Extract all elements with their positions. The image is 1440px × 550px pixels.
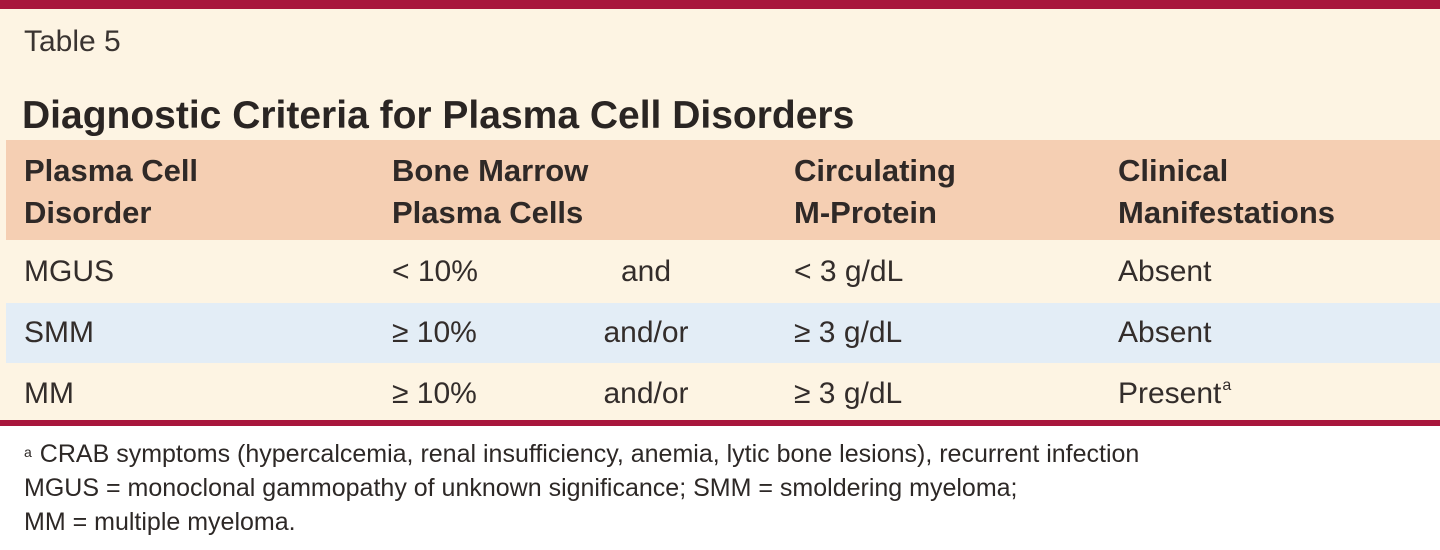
cell-m-protein: < 3 g/dL (794, 255, 904, 288)
top-rule (0, 0, 1440, 9)
column-header-disorder: Plasma Cell Disorder (24, 153, 199, 230)
abbreviations-line-2: MM = multiple myeloma. (24, 508, 296, 536)
table-header-row (6, 140, 1440, 240)
table-row: MM ≥ 10% and/or ≥ 3 g/dL Presenta (6, 364, 1440, 424)
cell-conjunction: and/or (603, 377, 689, 410)
cell-disorder: MM (24, 377, 74, 410)
cell-bone-marrow: ≥ 10% (392, 377, 477, 410)
cell-m-protein: ≥ 3 g/dL (794, 316, 903, 349)
table-footnotes: a CRAB symptoms (hypercalcemia, renal ins… (24, 437, 1434, 539)
column-header-manifestations: Clinical Manifestations (1118, 153, 1336, 230)
cell-conjunction: and (620, 255, 672, 288)
cell-manifestations: Presenta (1118, 377, 1232, 410)
cell-manifestations: Absent (1118, 255, 1212, 288)
cell-conjunction: and/or (603, 316, 689, 349)
bottom-rule (0, 420, 1440, 426)
cell-disorder: MGUS (24, 255, 114, 288)
cell-bone-marrow: < 10% (392, 255, 478, 288)
cell-m-protein: ≥ 3 g/dL (794, 377, 903, 410)
table-title: Diagnostic Criteria for Plasma Cell Diso… (22, 94, 855, 137)
abbreviations-line-1: MGUS = monoclonal gammopathy of unknown … (24, 474, 1018, 502)
column-header-bone-marrow: Bone Marrow Plasma Cells (392, 153, 589, 230)
table-label: Table 5 (24, 25, 121, 58)
cell-bone-marrow: ≥ 10% (392, 316, 477, 349)
cell-disorder: SMM (24, 316, 94, 349)
footnote-marker: a (1222, 377, 1232, 394)
column-header-m-protein: Circulating M-Protein (794, 153, 956, 230)
footnote-a: a CRAB symptoms (hypercalcemia, renal ins… (24, 440, 1140, 468)
table-row: SMM ≥ 10% and/or ≥ 3 g/dL Absent (6, 303, 1440, 363)
cell-manifestations: Absent (1118, 316, 1212, 349)
footnote-marker: a (24, 444, 32, 460)
table-row: MGUS < 10% and < 3 g/dL Absent (6, 242, 1440, 302)
